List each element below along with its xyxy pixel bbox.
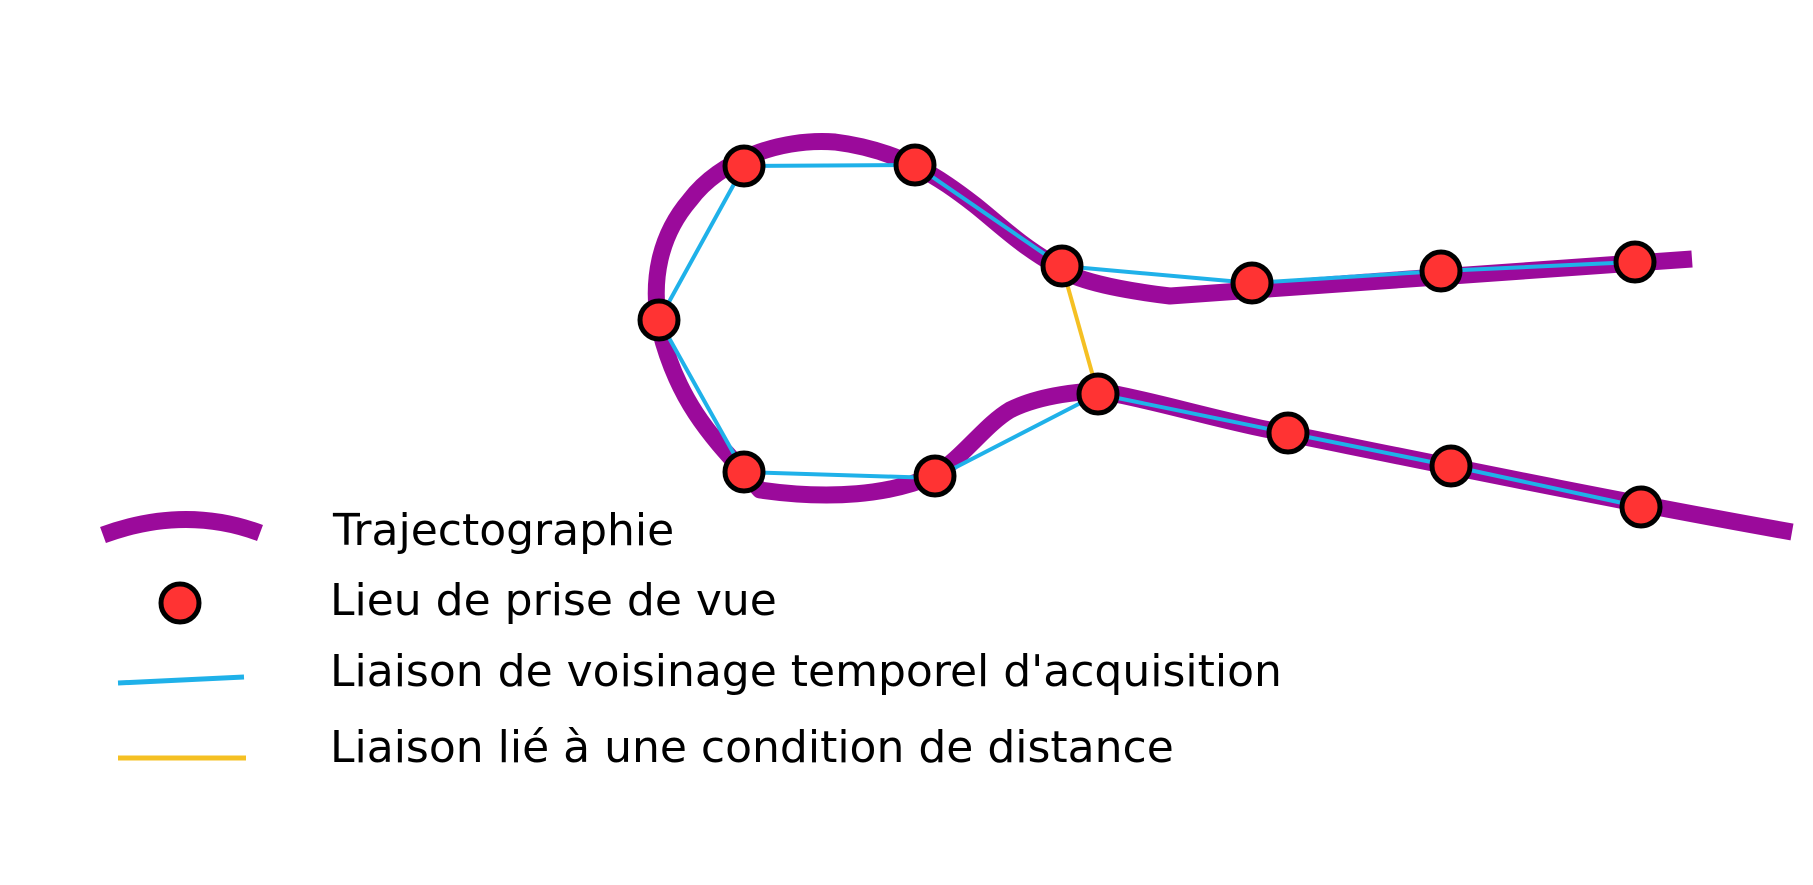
distance-link-legend-label: Liaison lié à une condition de distance (330, 722, 1174, 773)
trajectory-legend-label: Trajectographie (332, 505, 674, 556)
shot-point (1040, 244, 1084, 288)
shot-point (1429, 444, 1473, 488)
trajectory-legend-icon (100, 511, 263, 543)
temporal-link-legend-label: Liaison de voisinage temporel d'acquisit… (330, 646, 1282, 697)
shot-point (893, 143, 937, 187)
temporal-link-upper-chain (657, 163, 1642, 509)
shot-points (637, 143, 1663, 529)
shot-point (1619, 485, 1663, 529)
shot-point (1613, 240, 1657, 284)
shot-point (1266, 411, 1310, 455)
shot-point (722, 450, 766, 494)
shot-point (722, 144, 766, 188)
shot-point (1419, 249, 1463, 293)
temporal-link-legend-icon (117, 674, 245, 686)
shot-point (913, 454, 957, 498)
shot-point (1076, 372, 1120, 416)
shot-point (637, 298, 681, 342)
shot-point-legend-icon (158, 581, 202, 625)
legend: Trajectographie Lieu de prise de vue Lia… (100, 505, 1282, 773)
shot-point-legend-label: Lieu de prise de vue (330, 575, 777, 626)
distance-link (1060, 265, 1100, 395)
shot-point (1230, 261, 1274, 305)
